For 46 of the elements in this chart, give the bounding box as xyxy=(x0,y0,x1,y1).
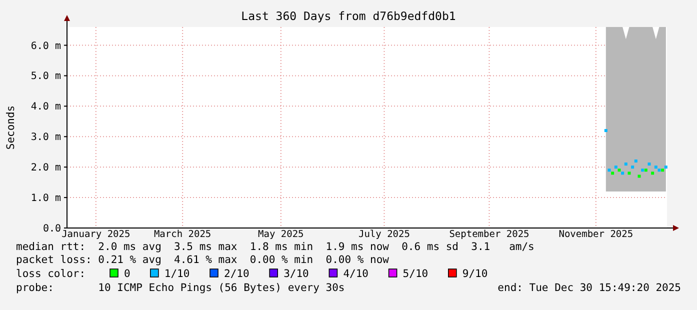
y-tick-label: 6.0 m xyxy=(30,40,61,52)
x-tick-label: January 2025 xyxy=(62,229,130,240)
text: median rtt: 2.0 ms avg 3.5 ms max 1.8 ms min 1.9 ms now 0.6 ms sd 3.1 am/s xyxy=(16,241,534,253)
point xyxy=(658,168,661,172)
x-tick-label: November 2025 xyxy=(558,229,634,240)
point xyxy=(628,172,631,175)
text: probe: 10 ICMP Echo Pings (56 Bytes) every 30s xyxy=(16,282,345,294)
point xyxy=(651,172,654,175)
legend-label: 3/10 xyxy=(284,268,309,280)
point xyxy=(648,162,651,166)
y-tick-label: 5.0 m xyxy=(30,71,61,82)
x-tick-label: March 2025 xyxy=(154,229,212,240)
y-tick-label: 3.0 m xyxy=(30,132,61,144)
point xyxy=(638,174,641,178)
point xyxy=(644,168,648,172)
y-tick-label: 2.0 m xyxy=(30,162,61,174)
x-tick-label: July 2025 xyxy=(358,229,410,240)
chart-title: Last 360 Days from d76b9edfd0b1 xyxy=(241,9,456,23)
x-tick-label: September 2025 xyxy=(449,229,530,240)
point xyxy=(624,162,628,166)
legend-label: 5/10 xyxy=(402,268,428,280)
point xyxy=(618,168,621,172)
legend-title: loss color: xyxy=(16,268,86,280)
legend-label: 1/10 xyxy=(164,268,190,280)
y-tick-label: 1.0 m xyxy=(30,193,61,204)
point xyxy=(654,166,658,169)
point xyxy=(611,172,614,175)
point xyxy=(631,166,634,169)
y-axis-title: Seconds xyxy=(5,105,17,150)
point xyxy=(608,168,611,172)
legend-label: 9/10 xyxy=(462,268,488,280)
y-tick-label: 4.0 m xyxy=(30,102,61,113)
point xyxy=(634,160,638,162)
legend-label: 0 xyxy=(124,268,130,280)
point xyxy=(604,129,608,132)
point xyxy=(614,166,618,169)
legend-label: 2/10 xyxy=(224,268,250,280)
legend-label: 4/10 xyxy=(343,268,368,280)
point xyxy=(664,166,668,169)
y-tick-label: 0.0 xyxy=(42,224,61,234)
point xyxy=(641,168,644,172)
point xyxy=(621,172,624,175)
point xyxy=(661,168,664,172)
text: end: Tue Dec 30 15:49:20 2025 xyxy=(498,282,681,294)
x-tick-label: May 2025 xyxy=(258,229,304,240)
text: packet loss: 0.21 % avg 4.61 % max 0.00 % min 0.00 % now xyxy=(16,254,390,266)
